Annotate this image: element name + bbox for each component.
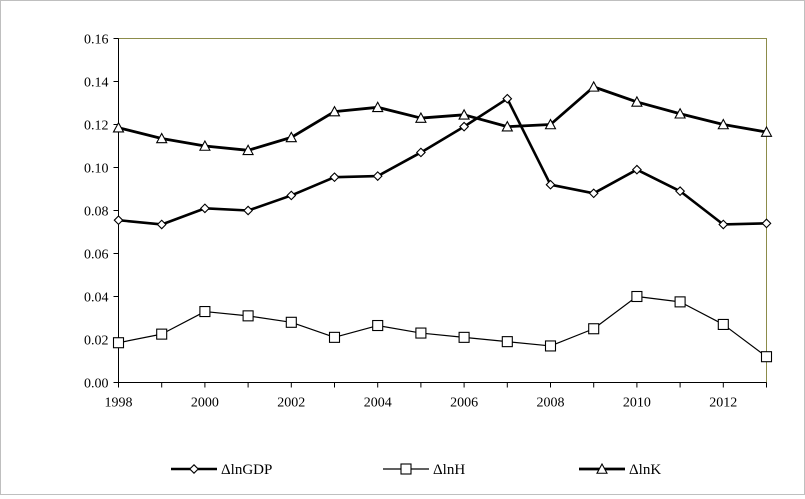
x-tick-label: 2008 <box>537 396 565 411</box>
data-point-diamond <box>199 203 210 214</box>
x-tick-label: 2004 <box>364 396 392 411</box>
x-tick-label: 2006 <box>450 396 478 411</box>
data-point-square <box>544 340 557 352</box>
data-point-diamond <box>243 205 254 216</box>
legend-label: ΔlnH <box>433 462 465 478</box>
y-tick-label: 0.14 <box>84 76 109 91</box>
series-diamond <box>113 93 772 230</box>
data-point-diamond <box>588 188 599 199</box>
data-point-triangle <box>760 125 773 137</box>
data-point-square <box>631 290 643 303</box>
data-point-triangle <box>242 144 255 156</box>
data-point-square <box>674 296 686 308</box>
x-tick-label: 2012 <box>709 396 737 411</box>
y-axis: 0.00 0.02 0.04 0.06 0.08 0.10 0.12 0.14 0.16 <box>84 33 119 392</box>
x-tick-label: 1998 <box>105 396 133 411</box>
data-point-triangle <box>458 108 471 120</box>
legend-item: ΔlnH <box>383 462 465 478</box>
data-point-triangle <box>674 107 687 119</box>
data-point-diamond <box>286 190 297 201</box>
series-line <box>118 295 767 358</box>
y-tick-label: 0.16 <box>84 33 109 48</box>
y-tick-label: 0.00 <box>84 377 109 392</box>
series-line <box>118 85 767 152</box>
data-point-triangle <box>630 95 643 107</box>
data-point-diamond <box>718 219 729 230</box>
data-point-diamond <box>502 93 513 104</box>
data-point-diamond <box>415 147 426 158</box>
series-layer <box>112 80 773 363</box>
data-point-square <box>760 351 773 363</box>
data-point-triangle <box>544 118 557 130</box>
y-tick-label: 0.04 <box>84 291 109 306</box>
data-point-diamond <box>459 121 470 132</box>
data-point-triangle <box>414 111 427 123</box>
data-point-square <box>156 328 168 340</box>
legend-marker-triangle <box>596 462 608 474</box>
data-point-diamond <box>329 172 340 183</box>
data-point-square <box>285 316 297 328</box>
data-point-diamond <box>631 164 642 175</box>
data-point-diamond <box>675 186 686 197</box>
data-point-diamond <box>545 179 556 190</box>
data-point-triangle <box>285 131 298 143</box>
data-point-diamond <box>156 219 167 230</box>
y-tick-label: 0.08 <box>84 205 109 220</box>
series-square <box>112 290 773 363</box>
data-point-triangle <box>587 80 600 92</box>
data-point-diamond <box>113 215 124 226</box>
legend-item: ΔlnK <box>579 462 661 478</box>
data-point-square <box>458 331 470 343</box>
data-point-square <box>372 319 384 332</box>
series-line <box>118 97 767 226</box>
data-point-diamond <box>761 218 772 229</box>
data-point-square <box>501 336 513 348</box>
plot-area <box>118 38 767 383</box>
legend: ΔlnGDP ΔlnH ΔlnK <box>171 462 661 478</box>
data-point-square <box>588 323 600 335</box>
data-point-triangle <box>717 118 730 130</box>
legend-item: ΔlnGDP <box>171 462 272 478</box>
legend-marker-square <box>400 463 412 475</box>
x-axis: 1998 2000 2002 2004 2006 2008 2010 2012 <box>105 382 767 411</box>
x-tick-label: 2002 <box>277 396 305 411</box>
data-point-square <box>112 337 125 349</box>
y-tick-label: 0.10 <box>84 162 109 177</box>
y-tick-label: 0.06 <box>84 248 109 263</box>
data-point-square <box>242 310 254 322</box>
data-point-triangle <box>198 139 211 151</box>
data-point-triangle <box>112 121 125 133</box>
data-point-diamond <box>372 171 383 182</box>
data-point-square <box>415 327 427 339</box>
legend-label: ΔlnGDP <box>221 462 272 478</box>
legend-label: ΔlnK <box>629 462 661 478</box>
y-tick-label: 0.12 <box>84 119 109 134</box>
x-tick-label: 2010 <box>623 396 651 411</box>
data-point-triangle <box>328 105 341 117</box>
data-point-triangle <box>501 120 514 132</box>
legend-marker-diamond <box>189 464 199 474</box>
data-point-triangle <box>155 132 168 144</box>
y-tick-label: 0.02 <box>84 334 109 349</box>
series-triangle <box>112 80 773 156</box>
data-point-triangle <box>371 101 384 113</box>
data-point-square <box>717 318 729 331</box>
data-point-square <box>328 331 341 343</box>
x-tick-label: 2000 <box>191 396 219 411</box>
data-point-square <box>199 305 211 318</box>
